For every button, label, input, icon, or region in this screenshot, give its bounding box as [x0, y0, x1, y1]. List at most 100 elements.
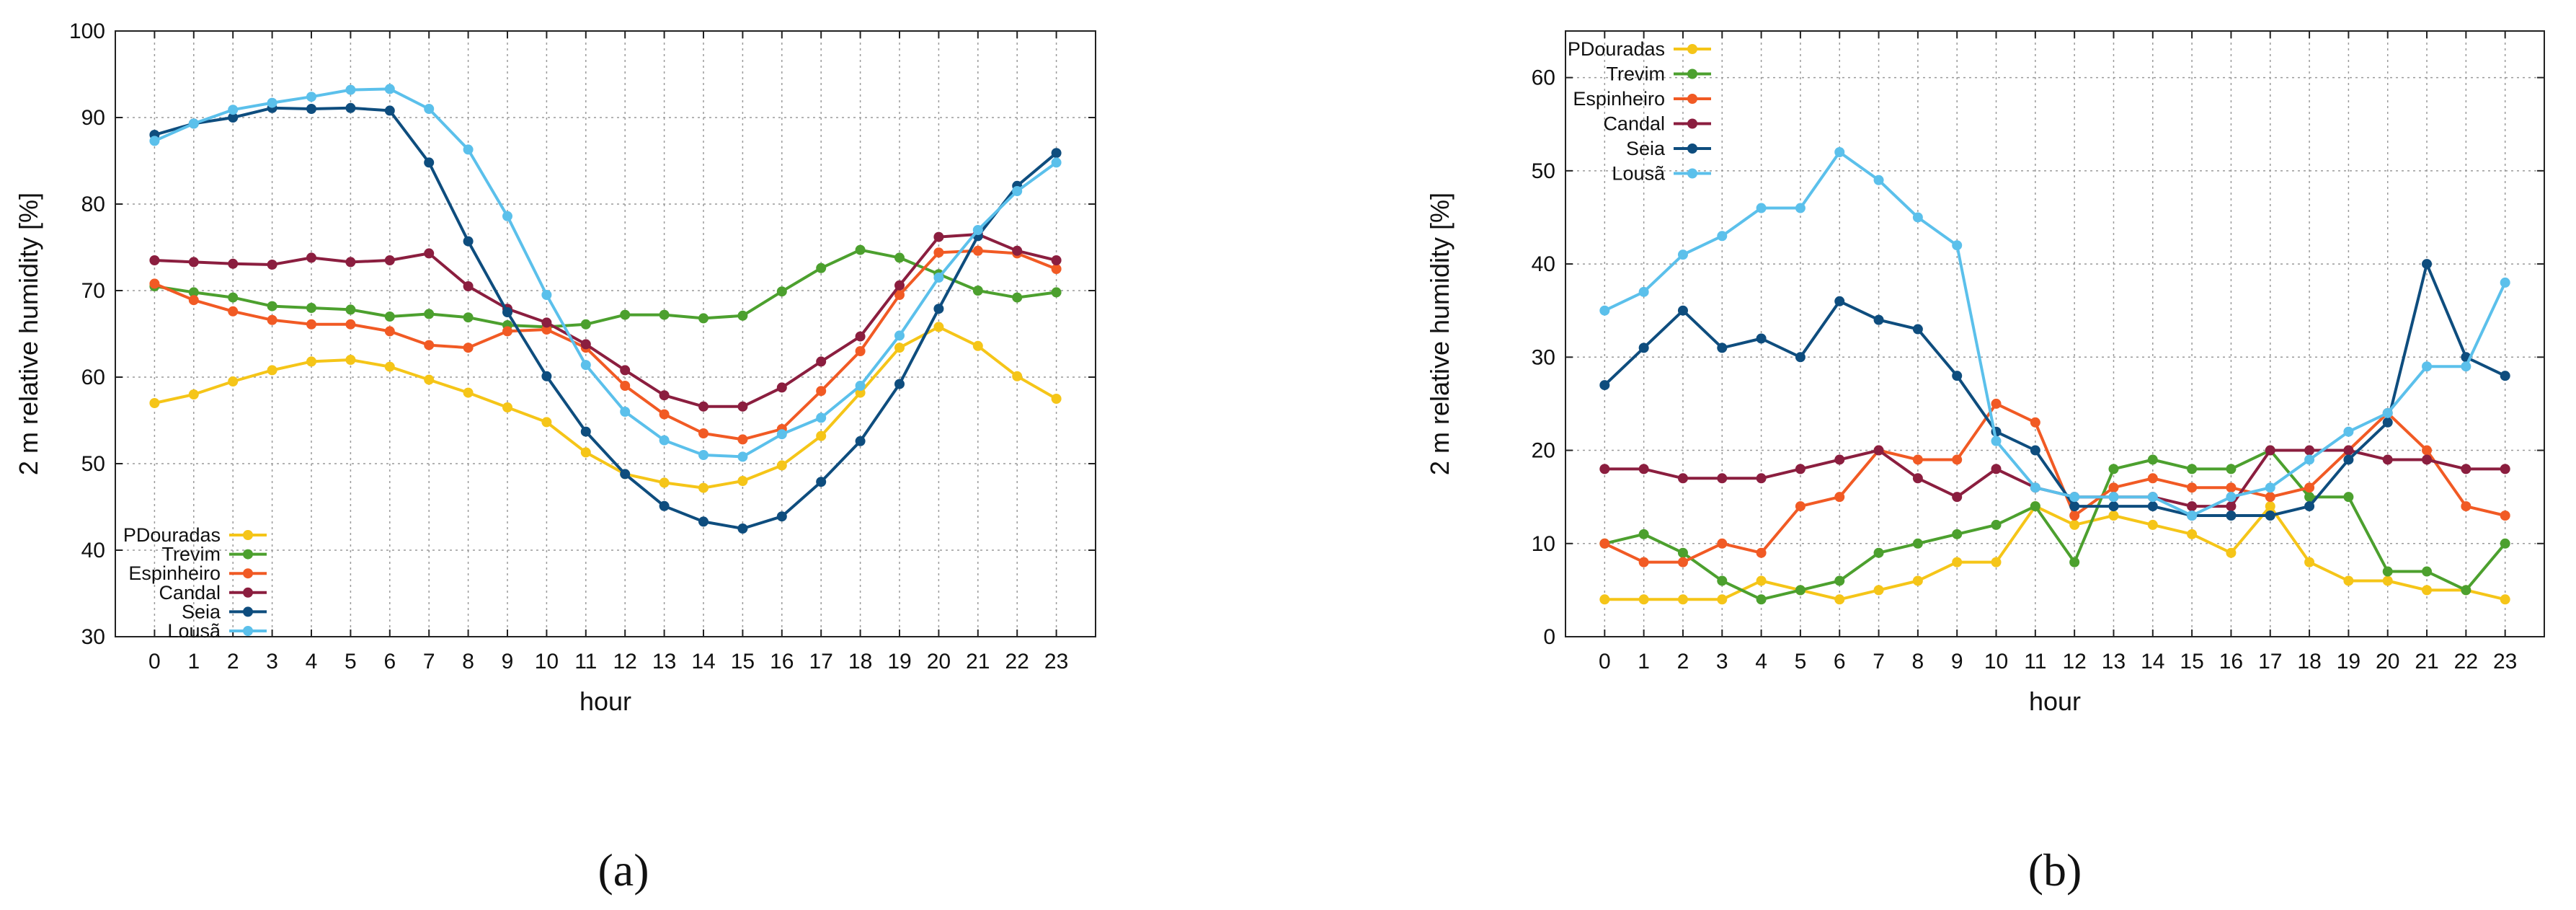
legend-swatch-marker	[243, 626, 253, 636]
data-point	[2382, 566, 2393, 577]
data-point	[2108, 511, 2119, 521]
data-point	[855, 381, 866, 391]
data-point	[1952, 529, 1963, 539]
data-point	[2304, 482, 2315, 493]
data-point	[2461, 585, 2471, 596]
data-point	[698, 401, 709, 412]
data-point	[659, 309, 670, 320]
data-point	[2422, 454, 2433, 465]
data-point	[580, 447, 591, 458]
data-point	[424, 340, 435, 350]
data-point	[1638, 343, 1649, 353]
data-point	[1834, 575, 1845, 586]
data-point	[424, 309, 435, 319]
x-tick-label: 17	[809, 650, 833, 673]
data-point	[1873, 585, 1884, 596]
data-point	[894, 280, 905, 291]
data-point	[1051, 148, 1062, 159]
legend-label: Trevim	[1607, 63, 1666, 85]
legend-swatch-marker	[243, 587, 253, 598]
data-point	[2147, 473, 2158, 484]
data-point	[620, 365, 631, 376]
legend-swatch-marker	[1687, 94, 1697, 104]
data-point	[1991, 519, 2002, 530]
x-tick-label: 9	[502, 650, 514, 673]
data-point	[1599, 380, 1610, 391]
data-point	[2147, 492, 2158, 503]
data-point	[1638, 464, 1649, 474]
data-point	[2500, 511, 2510, 521]
data-point	[424, 104, 435, 114]
series-line-1	[154, 248, 1057, 329]
data-point	[502, 326, 512, 337]
data-point	[698, 482, 709, 493]
series-line-1	[1604, 449, 2507, 601]
x-tick-label: 4	[1755, 650, 1767, 673]
x-tick-label: 2	[1677, 650, 1689, 673]
data-point	[1599, 594, 1610, 605]
x-tick-label: 8	[1912, 650, 1924, 673]
data-point	[1912, 538, 1923, 549]
y-tick-label: 50	[81, 452, 105, 476]
data-point	[1677, 249, 1688, 260]
data-point	[1051, 394, 1062, 404]
data-point	[2226, 492, 2237, 503]
data-point	[1912, 212, 1923, 223]
data-point	[228, 112, 239, 123]
data-point	[1717, 343, 1728, 353]
data-point	[2500, 538, 2510, 549]
data-point	[1012, 292, 1023, 303]
data-point	[2108, 464, 2119, 474]
data-point	[1873, 445, 1884, 456]
series-line-3	[154, 233, 1057, 408]
data-point	[1638, 557, 1649, 567]
x-tick-label: 7	[423, 650, 435, 673]
data-point	[659, 390, 670, 401]
data-point	[1952, 557, 1963, 567]
data-point	[1952, 240, 1963, 251]
y-tick-label: 30	[81, 625, 105, 649]
data-point	[541, 290, 552, 300]
y-tick-label: 60	[81, 366, 105, 389]
data-point	[345, 257, 356, 268]
y-tick-label: 40	[1532, 252, 1555, 276]
x-tick-label: 15	[2180, 650, 2203, 673]
data-point	[228, 376, 239, 386]
data-point	[776, 511, 787, 522]
y-tick-label: 90	[81, 106, 105, 130]
data-point	[1012, 245, 1023, 256]
data-point	[816, 386, 827, 397]
data-point	[933, 231, 944, 242]
y-tick-label: 40	[81, 539, 105, 562]
data-point	[1991, 557, 2002, 567]
data-point	[2187, 464, 2198, 474]
data-point	[267, 314, 277, 325]
data-point	[2108, 492, 2119, 503]
data-point	[306, 303, 316, 313]
data-point	[1756, 333, 1767, 344]
data-point	[2422, 585, 2433, 596]
data-point	[1912, 324, 1923, 335]
legend-label: Espinheiro	[1573, 88, 1665, 110]
x-tick-label: 3	[266, 650, 278, 673]
data-point	[1717, 231, 1728, 242]
series-line-2	[1604, 402, 2506, 564]
x-tick-label: 10	[535, 650, 559, 673]
data-point	[2030, 501, 2040, 512]
data-point	[580, 360, 591, 371]
legend-swatch-marker	[1687, 69, 1697, 79]
data-point	[776, 382, 787, 393]
x-tick-label: 7	[1873, 650, 1885, 673]
data-point	[776, 460, 787, 471]
data-point	[345, 355, 356, 365]
x-tick-label: 12	[613, 650, 637, 673]
data-point	[502, 211, 512, 221]
data-point	[580, 319, 591, 330]
x-tick-label: 1	[1638, 650, 1650, 673]
data-point	[1677, 594, 1688, 605]
data-point	[933, 322, 944, 332]
data-point	[424, 248, 435, 259]
data-point	[424, 157, 435, 168]
data-point	[1717, 575, 1728, 586]
